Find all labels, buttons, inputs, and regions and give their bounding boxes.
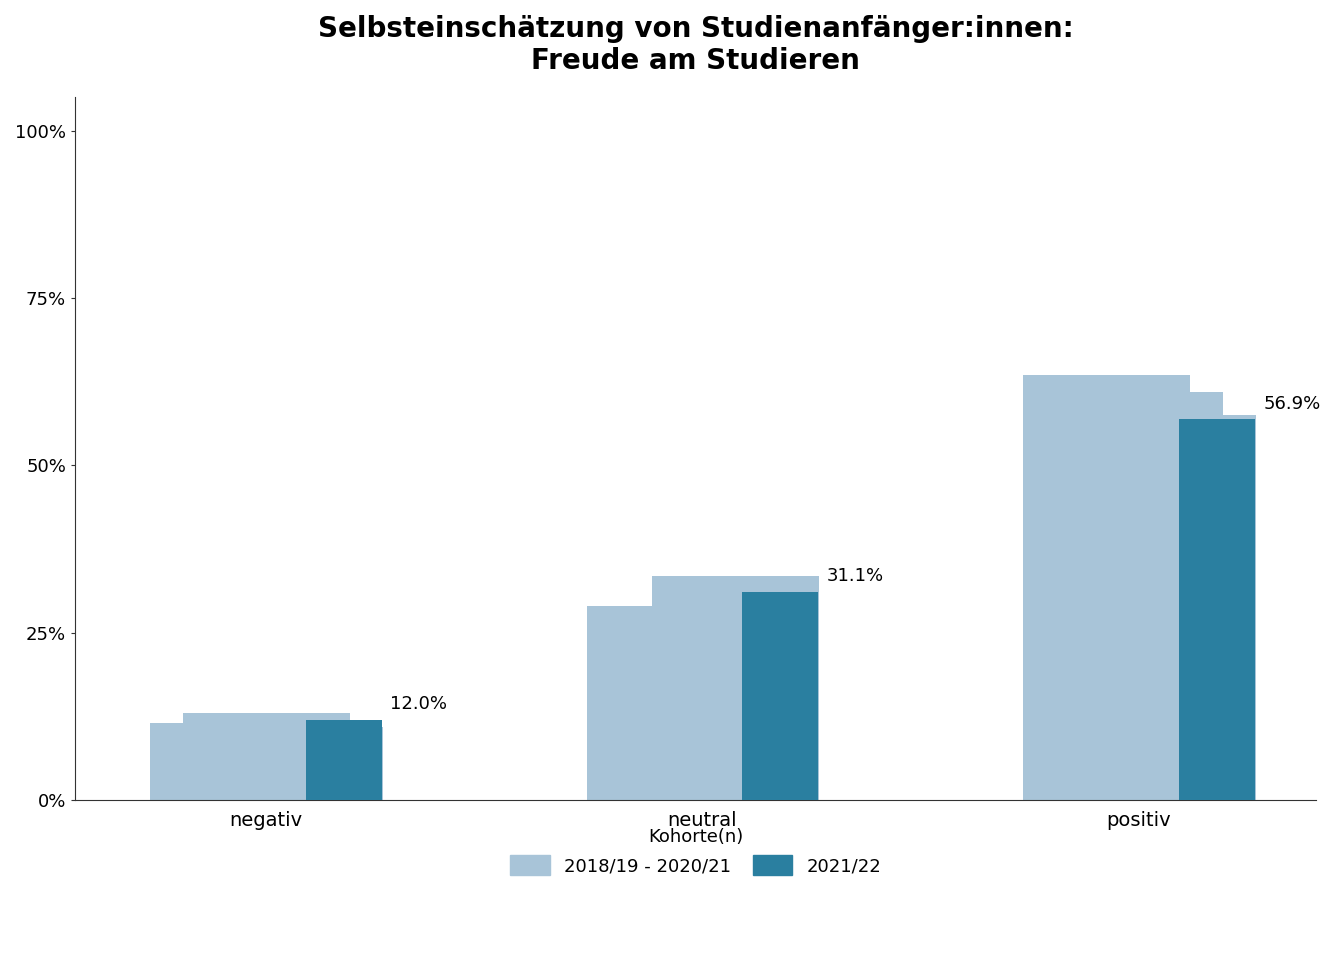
Bar [215, 727, 383, 801]
Legend: 2018/19 - 2020/21, 2021/22: 2018/19 - 2020/21, 2021/22 [503, 821, 888, 882]
Bar [1023, 375, 1189, 801]
Text: 12.0%: 12.0% [390, 695, 448, 713]
Title: Selbsteinschätzung von Studienanfänger:innen:
Freude am Studieren: Selbsteinschätzung von Studienanfänger:i… [317, 15, 1074, 76]
Bar [1089, 416, 1255, 801]
Text: 31.1%: 31.1% [827, 567, 884, 586]
Bar [305, 720, 382, 801]
Bar [151, 723, 317, 801]
Bar [652, 576, 818, 801]
Bar [1179, 420, 1255, 801]
Bar [1056, 392, 1223, 801]
Bar [742, 592, 818, 801]
Text: 56.9%: 56.9% [1263, 395, 1320, 413]
Bar [183, 713, 349, 801]
Bar [620, 623, 786, 801]
Bar [586, 606, 754, 801]
